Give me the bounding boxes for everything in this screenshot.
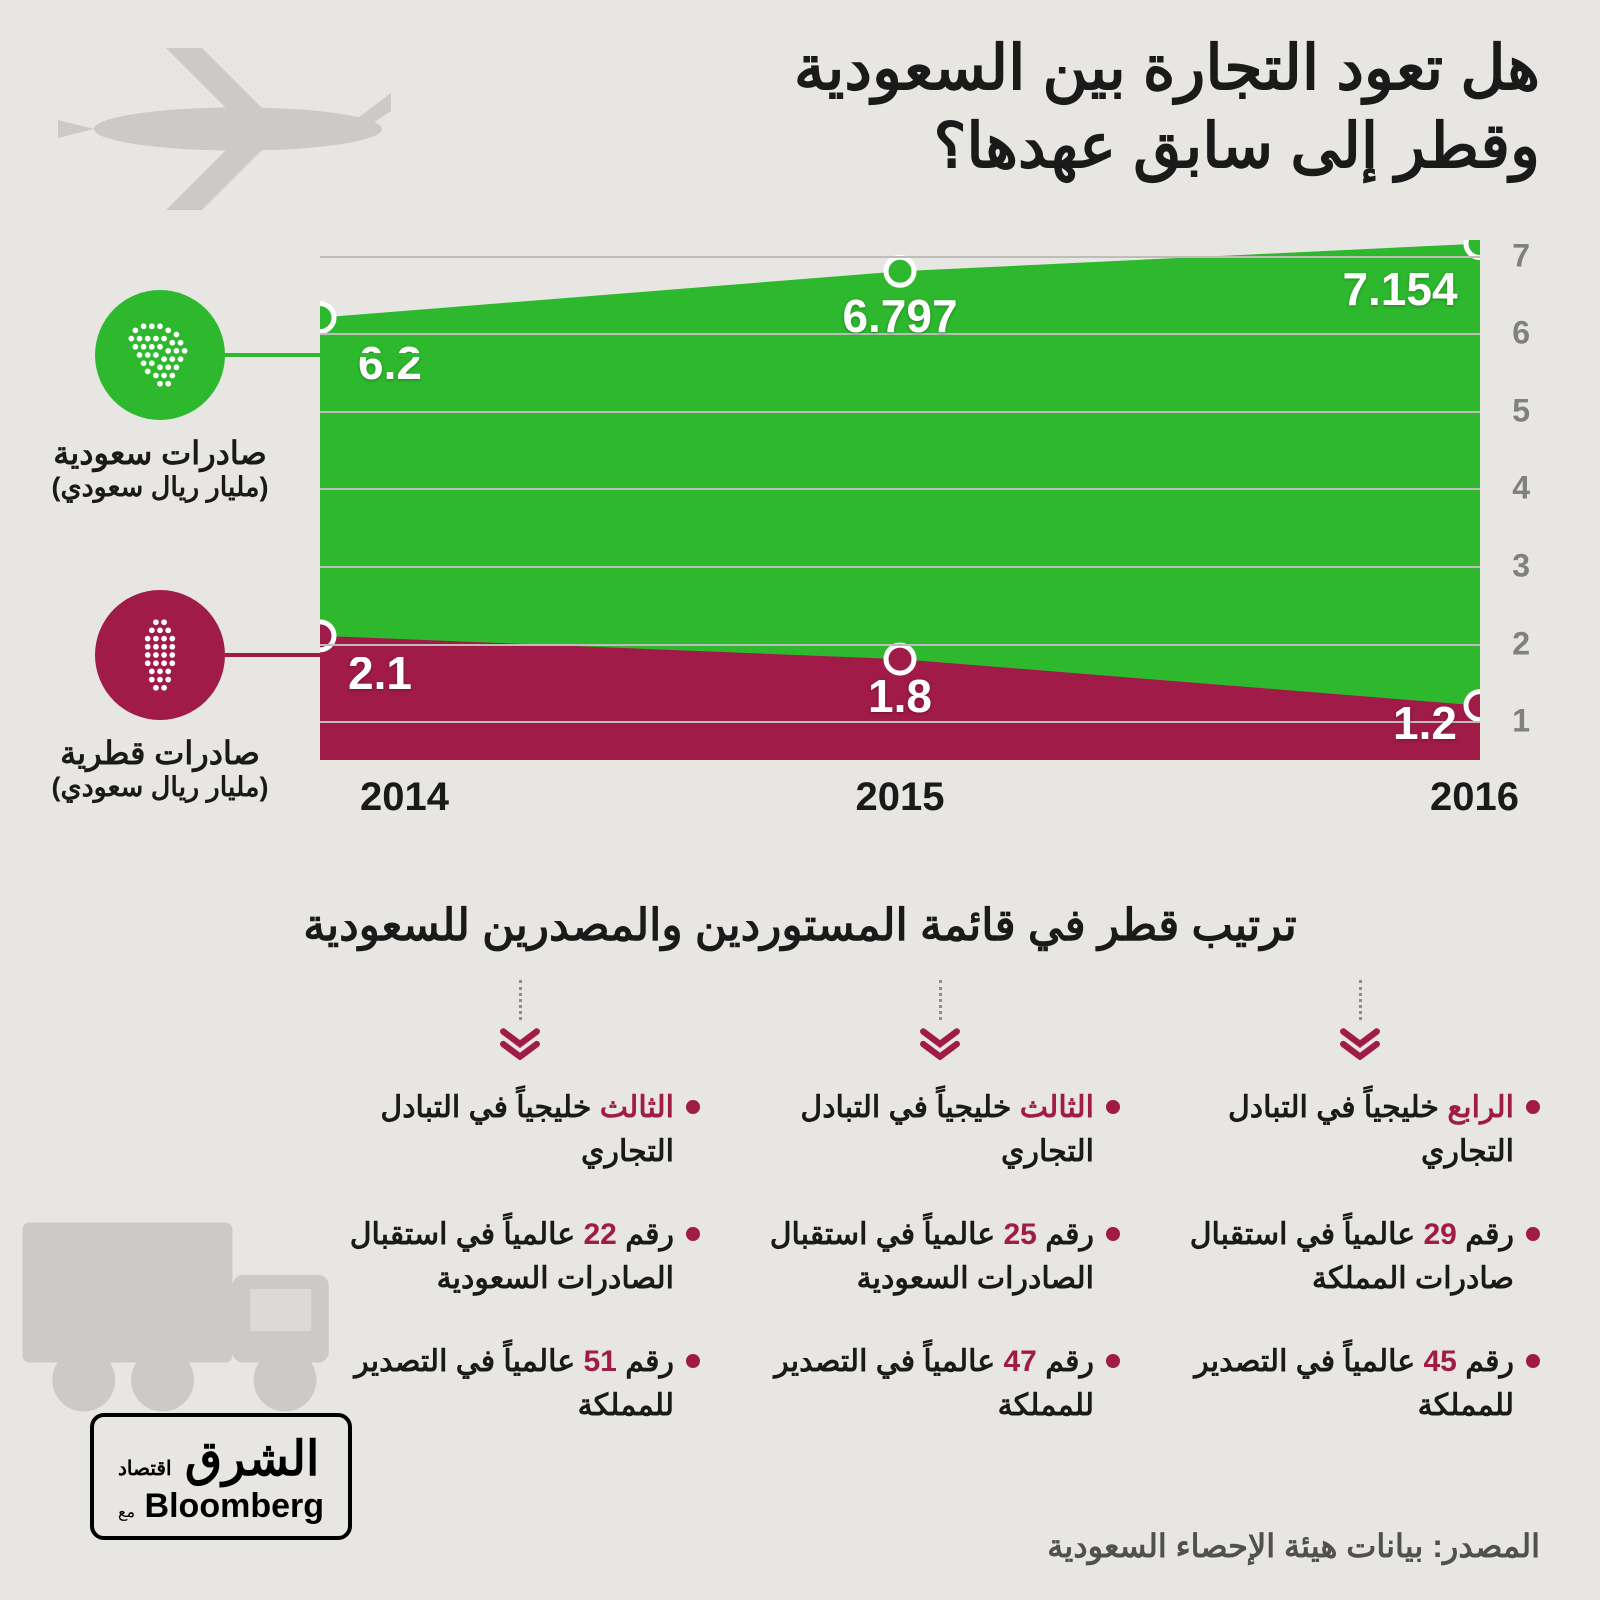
connector-line — [939, 980, 942, 1020]
qatar-map-icon — [95, 590, 225, 720]
value-label: 6.797 — [842, 289, 957, 343]
gridline — [320, 256, 1480, 258]
y-tick: 7 — [1512, 237, 1530, 274]
y-tick: 4 — [1512, 470, 1530, 507]
legend-qatar: صادرات قطرية (مليار ريال سعودي) — [20, 590, 300, 803]
brand-logo: الشرق اقتصاد مع Bloomberg — [90, 1413, 352, 1540]
rankings-subtitle: ترتيب قطر في قائمة المستوردين والمصدرين … — [60, 900, 1540, 951]
rank-item: رقم 22 عالمياً في استقبال الصادرات السعو… — [340, 1213, 700, 1300]
trade-chart: 12345672014201520166.26.7977.1542.11.81.… — [320, 240, 1540, 820]
rank-item: الثالث خليجياً في التبادل التجاري — [340, 1086, 700, 1173]
chevron-down-icon — [1339, 1026, 1381, 1060]
rank-column: الثالث خليجياً في التبادل التجاري رقم 25 … — [760, 980, 1120, 1467]
gridline — [320, 644, 1480, 646]
rank-item: الرابع خليجياً في التبادل التجاري — [1180, 1086, 1540, 1173]
rank-column: الرابع خليجياً في التبادل التجاري رقم 29 … — [1180, 980, 1540, 1467]
rank-item: رقم 51 عالمياً في التصدير للمملكة — [340, 1340, 700, 1427]
connector-line — [1359, 980, 1362, 1020]
rank-item: الثالث خليجياً في التبادل التجاري — [760, 1086, 1120, 1173]
value-label: 1.2 — [1393, 696, 1457, 750]
saudi-map-icon — [95, 290, 225, 420]
value-label: 1.8 — [868, 669, 932, 723]
legend-saudi: صادرات سعودية (مليار ريال سعودي) — [20, 290, 300, 503]
rank-column: الثالث خليجياً في التبادل التجاري رقم 22 … — [340, 980, 700, 1467]
legend-saudi-title: صادرات سعودية — [20, 434, 300, 472]
rank-item: رقم 29 عالمياً في استقبال صادرات المملكة — [1180, 1213, 1540, 1300]
gridline — [320, 566, 1480, 568]
x-tick: 2015 — [856, 775, 945, 820]
rank-item: رقم 25 عالمياً في استقبال الصادرات السعو… — [760, 1213, 1120, 1300]
value-label: 6.2 — [358, 336, 422, 390]
legend-qatar-title: صادرات قطرية — [20, 734, 300, 772]
airplane-icon — [40, 30, 400, 210]
chevron-down-icon — [919, 1026, 961, 1060]
gridline — [320, 488, 1480, 490]
legend-saudi-sub: (مليار ريال سعودي) — [20, 472, 300, 503]
y-tick: 3 — [1512, 547, 1530, 584]
rank-item: رقم 47 عالمياً في التصدير للمملكة — [760, 1340, 1120, 1427]
x-tick: 2016 — [1430, 775, 1519, 820]
rankings-section: الثالث خليجياً في التبادل التجاري رقم 22 … — [340, 980, 1540, 1467]
x-tick: 2014 — [360, 775, 449, 820]
chevron-down-icon — [499, 1026, 541, 1060]
y-tick: 1 — [1512, 703, 1530, 740]
source-text: المصدر: بيانات هيئة الإحصاء السعودية — [1047, 1527, 1540, 1565]
truck-icon — [0, 1170, 360, 1450]
y-tick: 6 — [1512, 315, 1530, 352]
main-title: هل تعود التجارة بين السعوديةوقطر إلى ساب… — [794, 30, 1540, 185]
gridline — [320, 411, 1480, 413]
rank-item: رقم 45 عالمياً في التصدير للمملكة — [1180, 1340, 1540, 1427]
y-tick: 5 — [1512, 392, 1530, 429]
y-tick: 2 — [1512, 625, 1530, 662]
legend-qatar-sub: (مليار ريال سعودي) — [20, 772, 300, 803]
value-label: 7.154 — [1342, 262, 1457, 316]
connector-line — [519, 980, 522, 1020]
